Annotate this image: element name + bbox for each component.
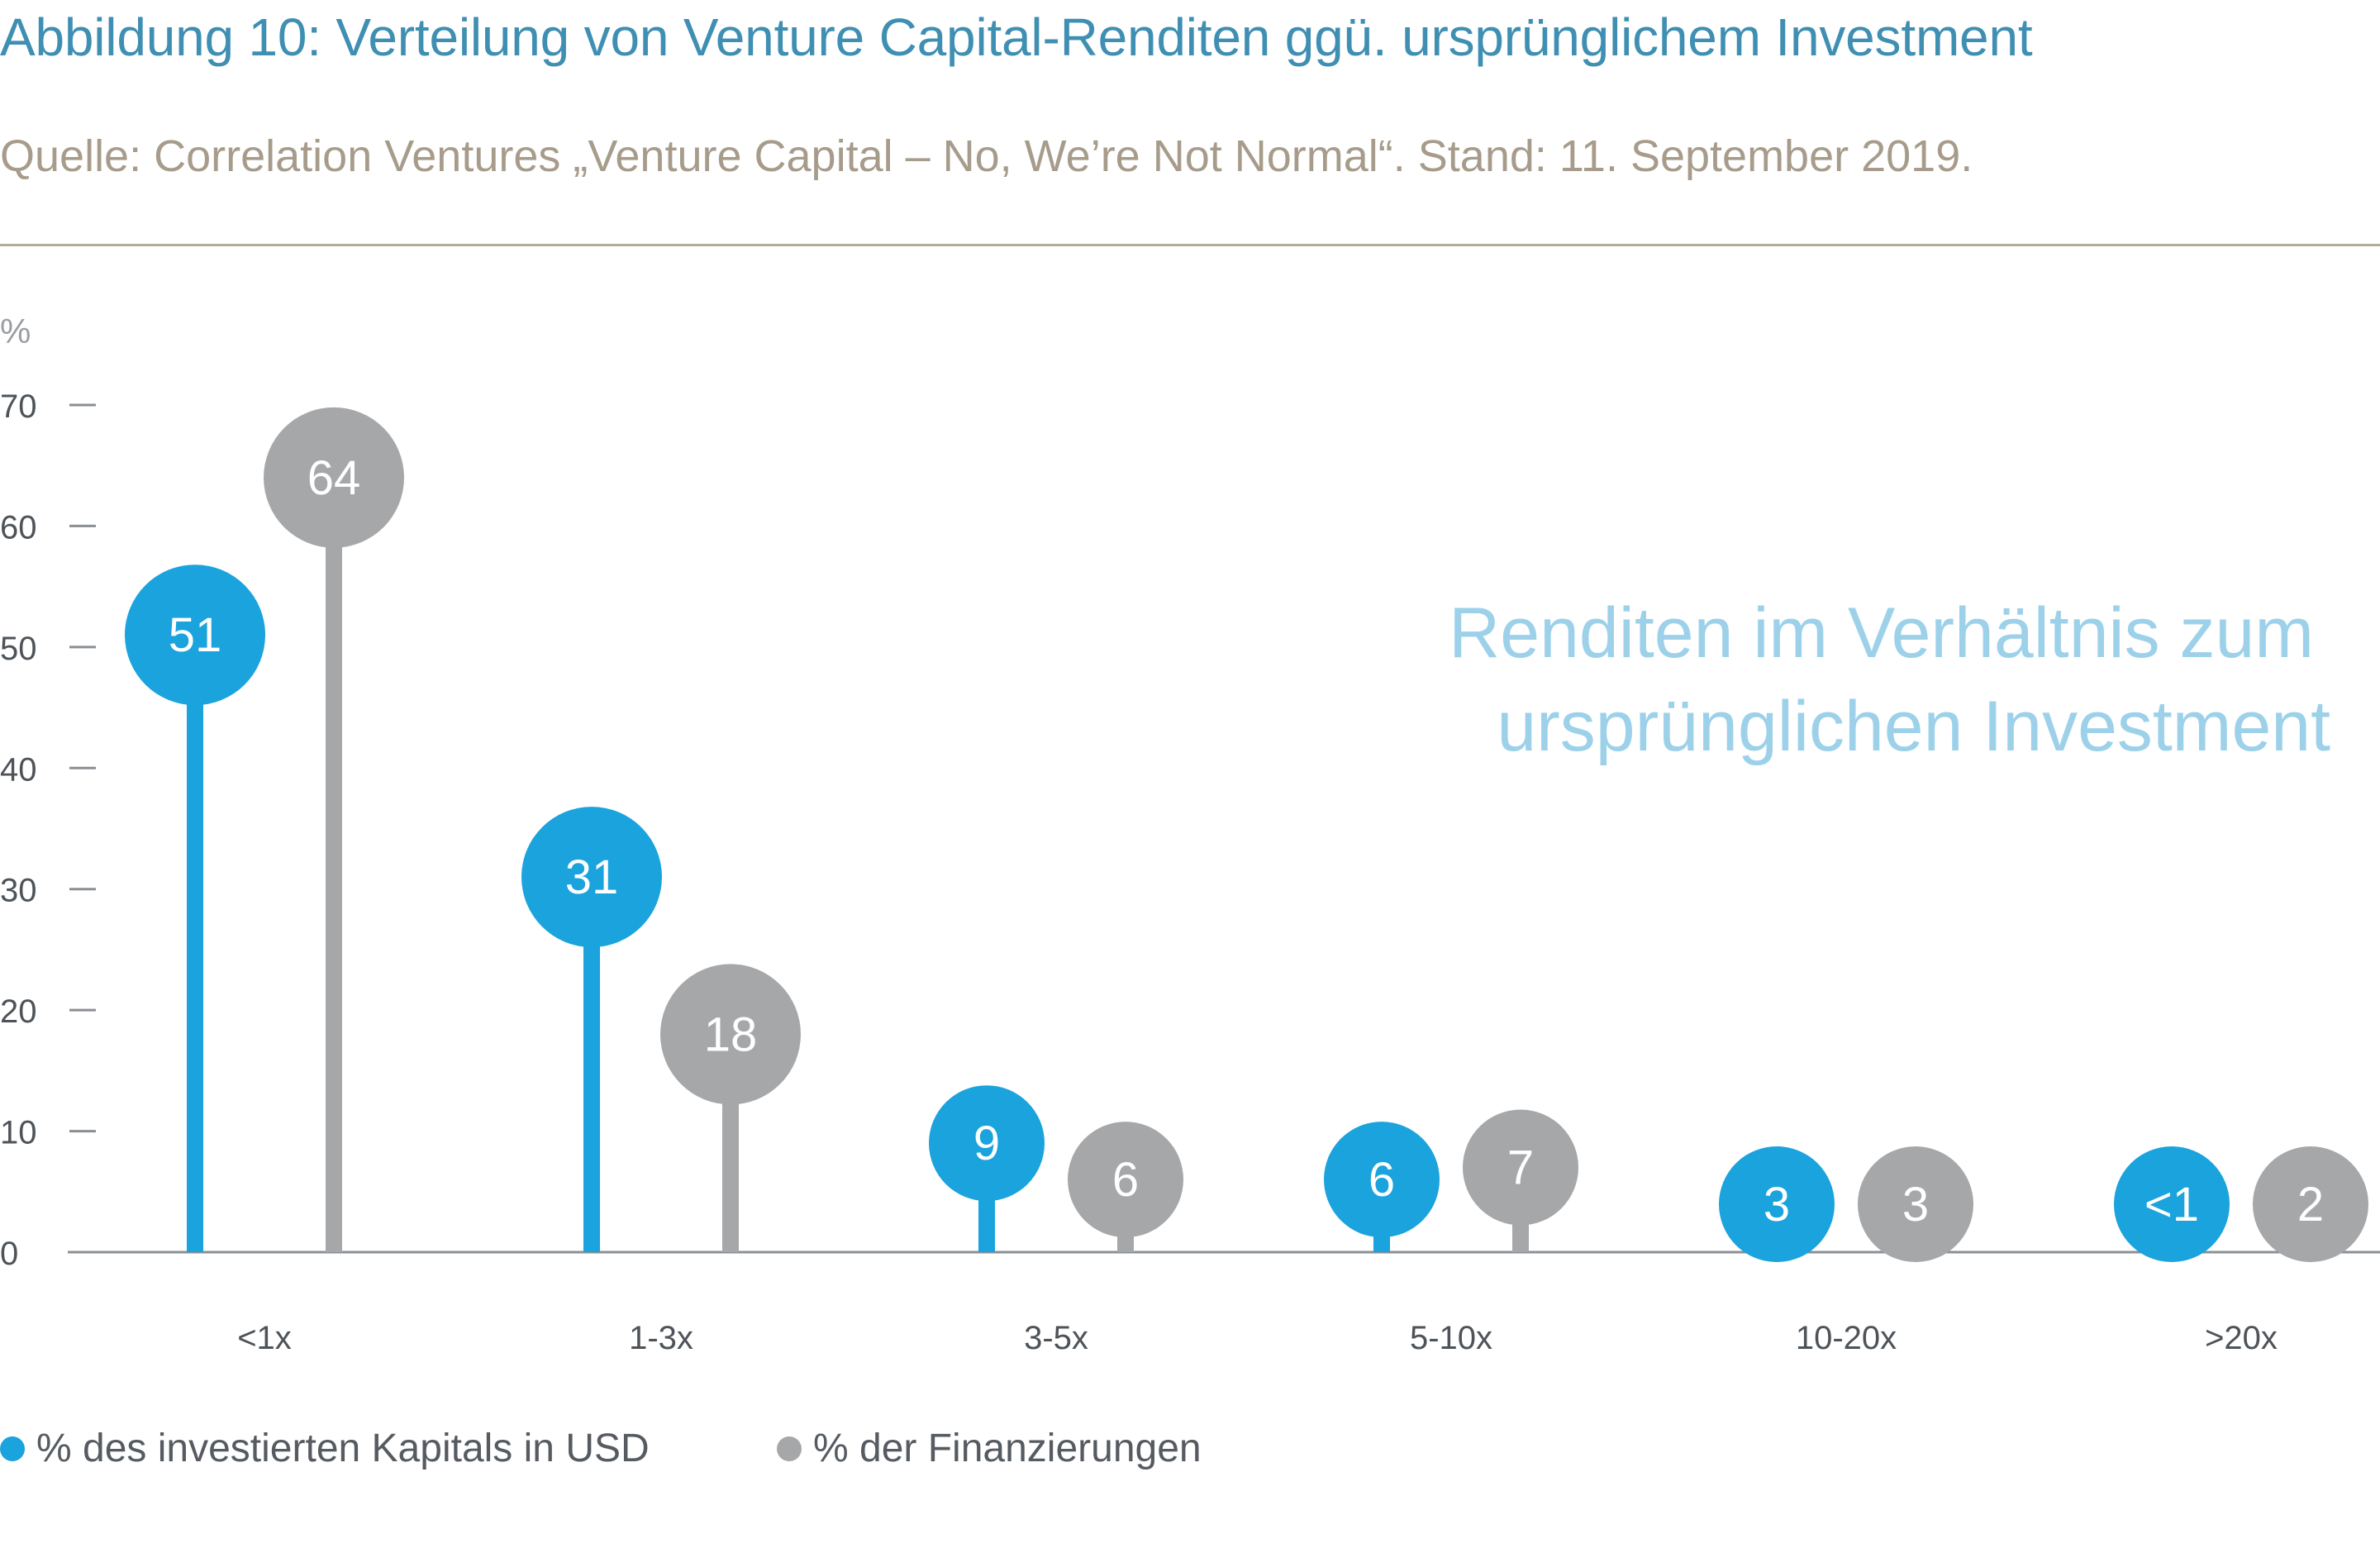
lollipop-head-financings bbox=[264, 407, 404, 548]
header-divider bbox=[0, 244, 2380, 246]
x-tick-label: >20x bbox=[2205, 1320, 2278, 1356]
data-label: 64 bbox=[307, 451, 361, 505]
lollipop-stem-capital bbox=[583, 877, 600, 1252]
lollipop-head-financings bbox=[1858, 1146, 1973, 1262]
lollipop-head-capital bbox=[521, 807, 662, 948]
lollipop-head-capital bbox=[929, 1085, 1045, 1202]
lollipop-head-financings bbox=[660, 964, 801, 1105]
data-label: <1 bbox=[2144, 1178, 2199, 1231]
data-label: 9 bbox=[973, 1117, 1000, 1170]
x-tick-label: 10-20x bbox=[1796, 1320, 1897, 1356]
annotation-line-2: ursprünglichen Investment bbox=[1497, 687, 2330, 766]
y-unit-label: % bbox=[0, 312, 31, 350]
lollipop-head-financings bbox=[1068, 1122, 1183, 1238]
legend-gray-dot-icon bbox=[777, 1436, 802, 1461]
chart-title: Abbildung 10: Verteilung von Venture Cap… bbox=[0, 7, 2033, 67]
lollipop-stem-financings bbox=[326, 477, 342, 1252]
annotation-line-1: Renditen im Verhältnis zum bbox=[1449, 593, 2314, 673]
y-tick-label: 40 bbox=[0, 751, 37, 788]
data-label: 31 bbox=[565, 850, 619, 904]
y-tick-label: 70 bbox=[0, 388, 37, 425]
data-label: 6 bbox=[1368, 1153, 1395, 1207]
lollipop-head-capital bbox=[1324, 1122, 1440, 1238]
data-label: 7 bbox=[1507, 1141, 1534, 1195]
x-tick-label: 1-3x bbox=[629, 1320, 693, 1356]
data-label: 3 bbox=[1764, 1178, 1790, 1231]
data-label: 18 bbox=[704, 1008, 758, 1061]
data-label: 2 bbox=[2297, 1178, 2324, 1231]
y-tick-label: 20 bbox=[0, 993, 37, 1030]
data-label: 3 bbox=[1902, 1178, 1929, 1231]
legend-blue-dot-icon bbox=[0, 1436, 25, 1461]
x-tick-label: 5-10x bbox=[1410, 1320, 1492, 1356]
y-tick-label: 10 bbox=[0, 1115, 37, 1151]
legend-item-financings: % der Finanzierungen bbox=[777, 1426, 1202, 1471]
y-tick-label: 50 bbox=[0, 631, 37, 667]
legend-label-financings: % der Finanzierungen bbox=[813, 1427, 1202, 1470]
lollipop-head-capital bbox=[1719, 1146, 1835, 1262]
data-label: 51 bbox=[169, 608, 222, 662]
lollipop-head-capital bbox=[125, 565, 265, 706]
y-tick-label: 0 bbox=[0, 1236, 18, 1272]
y-tick-label: 60 bbox=[0, 509, 37, 545]
chart-subtitle: Quelle: Correlation Ventures „Venture Ca… bbox=[0, 131, 1973, 181]
lollipop-stem-capital bbox=[187, 635, 203, 1252]
x-tick-label: <1x bbox=[237, 1320, 292, 1356]
x-tick-label: 3-5x bbox=[1024, 1320, 1088, 1356]
legend-label-invested-capital: % des investierten Kapitals in USD bbox=[36, 1427, 650, 1470]
y-tick-label: 30 bbox=[0, 873, 37, 909]
lollipop-head-financings bbox=[2253, 1146, 2368, 1262]
legend-item-invested-capital: % des investierten Kapitals in USD bbox=[0, 1426, 650, 1471]
lollipop-head-financings bbox=[1463, 1109, 1578, 1226]
lollipop-head-capital bbox=[2114, 1146, 2230, 1262]
data-label: 6 bbox=[1112, 1153, 1139, 1207]
